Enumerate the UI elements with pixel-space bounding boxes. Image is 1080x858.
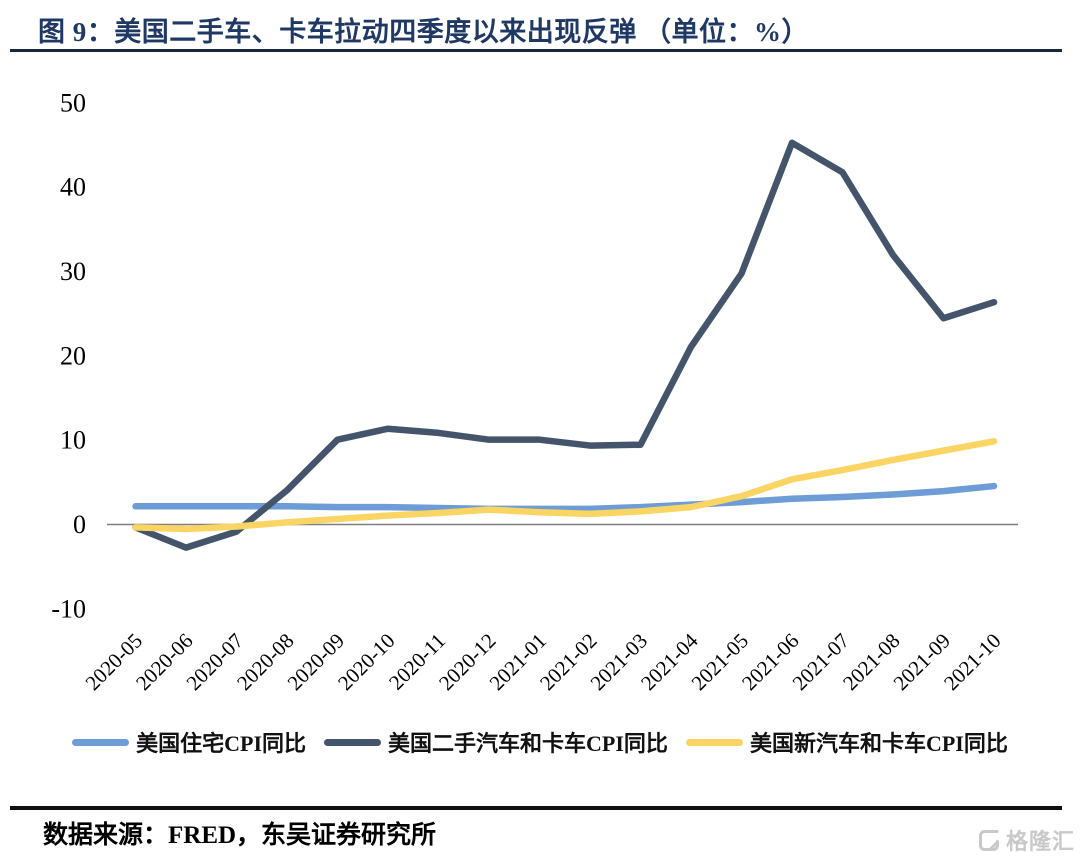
watermark: 格隆汇 xyxy=(976,824,1075,856)
legend-label: 美国新汽车和卡车CPI同比 xyxy=(749,731,1008,756)
y-tick-label: 0 xyxy=(73,510,86,539)
legend-swatch xyxy=(685,738,743,746)
title-divider xyxy=(10,49,1062,52)
y-tick-label: 10 xyxy=(60,426,86,455)
series-line xyxy=(132,139,998,551)
legend-item: 美国二手汽车和卡车CPI同比 xyxy=(324,726,668,758)
legend-swatch xyxy=(72,738,130,746)
x-axis-tick-labels: 2020-052020-062020-072020-082020-092020-… xyxy=(81,628,1006,695)
data-source-text: 数据来源：FRED，东吴证券研究所 xyxy=(43,822,437,849)
legend-label: 美国住宅CPI同比 xyxy=(136,731,307,756)
legend-item: 美国住宅CPI同比 xyxy=(72,726,306,758)
watermark-text: 格隆汇 xyxy=(1005,829,1075,854)
legend-item: 美国新汽车和卡车CPI同比 xyxy=(685,726,1008,758)
legend: 美国住宅CPI同比 美国二手汽车和卡车CPI同比 美国新汽车和卡车CPI同比 xyxy=(0,726,1080,758)
y-tick-label: 40 xyxy=(60,173,86,202)
y-tick-label: 30 xyxy=(60,257,86,286)
series-line xyxy=(132,438,998,533)
y-tick-label: 50 xyxy=(60,88,86,117)
legend-label: 美国二手汽车和卡车CPI同比 xyxy=(388,731,668,756)
footer-divider xyxy=(10,806,1062,810)
gelonghui-logo-icon xyxy=(978,829,999,851)
y-axis-tick-labels: 50 40 30 20 10 0 -10 xyxy=(51,88,86,623)
series-lines xyxy=(132,139,998,551)
line-chart: 50 40 30 20 10 0 -10 2020-052020-062020-072020… xyxy=(51,88,1018,695)
series-line xyxy=(132,482,998,513)
x-tick-label: 2020-10 xyxy=(333,629,399,695)
figure-title: 图 9：美国二手车、卡车拉动四季度以来出现反弹 （单位：%） xyxy=(38,17,809,47)
y-tick-label: -10 xyxy=(51,594,86,623)
legend-swatch xyxy=(324,738,382,746)
y-tick-label: 20 xyxy=(60,341,86,370)
x-tick-label: 2021-10 xyxy=(939,629,1005,695)
